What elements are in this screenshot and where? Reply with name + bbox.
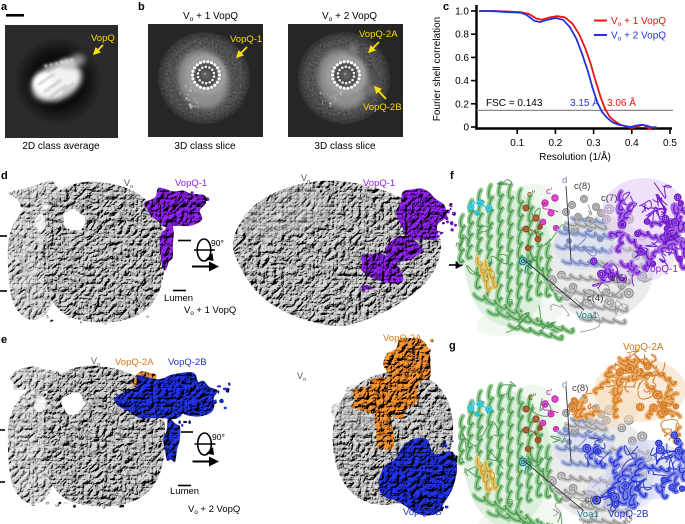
svg-text:Resolution (1/Å): Resolution (1/Å) bbox=[539, 150, 611, 163]
svg-text:Vo + 2 VopQ: Vo + 2 VopQ bbox=[611, 31, 666, 43]
svg-text:f: f bbox=[450, 170, 454, 182]
svg-text:Vo: Vo bbox=[124, 178, 134, 190]
svg-text:0.2: 0.2 bbox=[455, 99, 469, 110]
svg-text:Vo: Vo bbox=[297, 371, 307, 383]
svg-text:3.15 Å: 3.15 Å bbox=[570, 96, 599, 109]
svg-text:90°: 90° bbox=[211, 238, 224, 248]
svg-text:0.4: 0.4 bbox=[625, 138, 639, 149]
svg-text:Vo: Vo bbox=[301, 173, 311, 185]
svg-text:VopQ-2B: VopQ-2B bbox=[363, 102, 402, 113]
svg-text:c(8): c(8) bbox=[574, 181, 590, 192]
svg-text:a: a bbox=[1, 1, 8, 13]
svg-text:0.8: 0.8 bbox=[455, 30, 469, 41]
svg-text:f: f bbox=[487, 288, 490, 299]
svg-text:g: g bbox=[449, 340, 456, 352]
svg-text:d: d bbox=[1, 170, 8, 182]
svg-text:VopQ-2A: VopQ-2A bbox=[359, 29, 398, 40]
svg-text:VopQ-2A: VopQ-2A bbox=[623, 342, 664, 353]
svg-text:c(4): c(4) bbox=[587, 293, 603, 304]
svg-text:Vo + 1 VopQ: Vo + 1 VopQ bbox=[183, 11, 238, 23]
svg-text:1.0: 1.0 bbox=[455, 7, 469, 18]
svg-text:e: e bbox=[1, 334, 7, 346]
svg-text:a: a bbox=[508, 496, 514, 507]
svg-text:2D class average: 2D class average bbox=[22, 141, 100, 152]
svg-text:c(5): c(5) bbox=[611, 273, 627, 284]
svg-text:Lumen: Lumen bbox=[164, 293, 193, 304]
svg-text:Vo + 1 VopQ: Vo + 1 VopQ bbox=[611, 16, 666, 28]
svg-text:Lumen: Lumen bbox=[170, 486, 199, 497]
svg-text:c(8): c(8) bbox=[572, 383, 588, 394]
svg-text:Voa1: Voa1 bbox=[577, 509, 599, 520]
svg-text:3D class slice: 3D class slice bbox=[174, 141, 236, 152]
svg-text:0.6: 0.6 bbox=[455, 53, 469, 64]
svg-text:VopQ-2A: VopQ-2A bbox=[383, 333, 422, 344]
svg-text:VopQ-1: VopQ-1 bbox=[230, 34, 262, 45]
svg-text:Vo + 2 VopQ: Vo + 2 VopQ bbox=[188, 504, 240, 516]
svg-text:e: e bbox=[470, 398, 475, 409]
svg-text:f: f bbox=[486, 491, 489, 502]
svg-text:b: b bbox=[138, 1, 145, 13]
svg-text:e: e bbox=[470, 197, 475, 208]
svg-text:c(4): c(4) bbox=[585, 495, 601, 506]
svg-text:d: d bbox=[562, 380, 567, 391]
svg-text:c(7): c(7) bbox=[601, 193, 617, 204]
svg-text:a: a bbox=[508, 296, 514, 307]
svg-text:Vo + 1 VopQ: Vo + 1 VopQ bbox=[184, 305, 236, 317]
svg-text:c′: c′ bbox=[546, 186, 553, 197]
svg-text:d: d bbox=[562, 175, 567, 186]
svg-text:VopQ-2B: VopQ-2B bbox=[403, 507, 442, 518]
svg-text:VopQ-2B: VopQ-2B bbox=[168, 357, 207, 368]
svg-text:FSC = 0.143: FSC = 0.143 bbox=[486, 98, 543, 109]
svg-text:0.5: 0.5 bbox=[663, 138, 677, 149]
svg-text:VopQ-1: VopQ-1 bbox=[175, 178, 207, 189]
svg-text:VopQ: VopQ bbox=[91, 33, 115, 44]
svg-text:0: 0 bbox=[463, 123, 469, 134]
svg-text:c″: c″ bbox=[528, 392, 537, 403]
svg-text:VopQ-1: VopQ-1 bbox=[363, 178, 395, 189]
svg-text:0.4: 0.4 bbox=[455, 76, 469, 87]
svg-text:c: c bbox=[443, 1, 449, 13]
svg-text:3D class slice: 3D class slice bbox=[314, 141, 376, 152]
svg-text:Vo: Vo bbox=[91, 356, 101, 368]
svg-text:VopQ-2A: VopQ-2A bbox=[115, 357, 154, 368]
svg-text:3.06 Å: 3.06 Å bbox=[607, 96, 636, 109]
svg-text:Fourier shell correlation: Fourier shell correlation bbox=[432, 17, 443, 122]
svg-text:0.2: 0.2 bbox=[548, 138, 562, 149]
svg-text:VopQ-1: VopQ-1 bbox=[644, 264, 678, 275]
svg-text:Vo + 2 VopQ: Vo + 2 VopQ bbox=[322, 11, 377, 23]
svg-text:0.3: 0.3 bbox=[587, 138, 601, 149]
svg-text:90°: 90° bbox=[212, 432, 225, 442]
svg-text:0.1: 0.1 bbox=[510, 138, 524, 149]
svg-text:c″: c″ bbox=[527, 189, 536, 200]
svg-text:Voa1: Voa1 bbox=[576, 310, 598, 321]
svg-text:VopQ-2B: VopQ-2B bbox=[608, 509, 649, 520]
svg-text:c′: c′ bbox=[546, 387, 553, 398]
